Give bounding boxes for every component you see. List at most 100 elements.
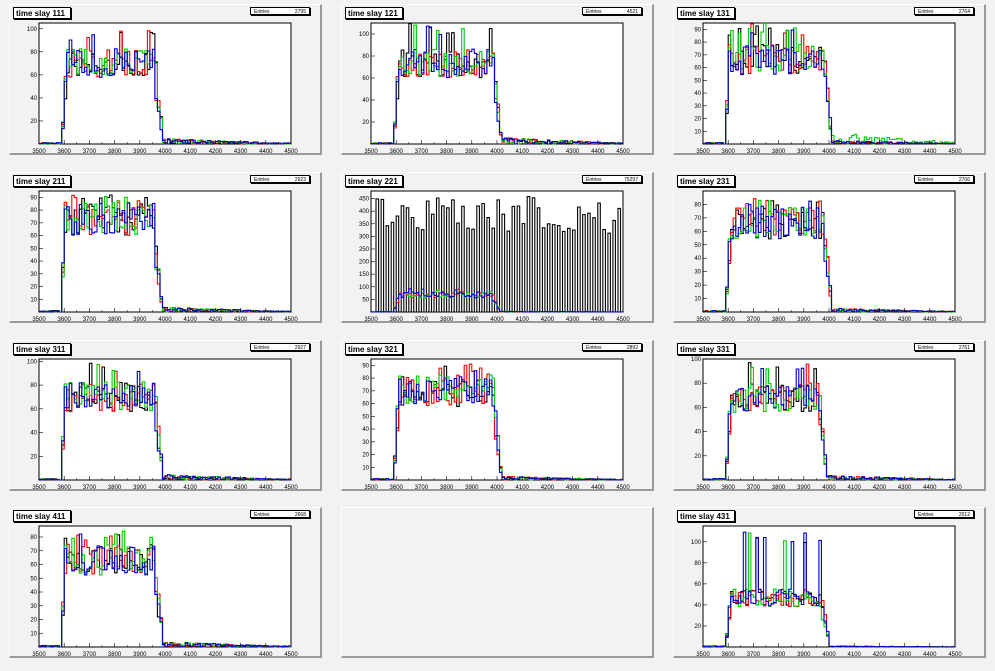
plot-frame (38, 190, 292, 313)
stats-value: 75297 (624, 177, 638, 183)
y-tick-label: 60 (694, 405, 701, 411)
x-tick-label: 4200 (541, 485, 555, 491)
stats-box: Entries 2923 (250, 175, 310, 183)
histogram-plot: 3500 3600 3700 3800 3900 4000 4100 4200 4300 4400… (691, 357, 962, 491)
x-tick-label: 4500 (948, 149, 962, 155)
x-tick-label: 3600 (390, 149, 404, 155)
y-tick-label: 100 (359, 32, 370, 38)
x-tick-label: 4100 (516, 317, 530, 323)
x-tick-label: 3800 (440, 485, 454, 491)
x-tick-label: 3700 (747, 485, 761, 491)
y-tick-label: 300 (359, 234, 370, 240)
x-tick-label: 3800 (108, 652, 122, 658)
pad-title: time slay 131 (677, 7, 735, 19)
y-tick-label: 100 (27, 359, 38, 365)
stats-label: Entries (254, 512, 270, 518)
x-tick-label: 3900 (797, 485, 811, 491)
y-tick-label: 40 (30, 431, 37, 437)
histogram-plot: 3500 3600 3700 3800 3900 4000 4100 4200 4300 4400… (694, 190, 962, 323)
y-tick-label: 80 (694, 40, 701, 46)
stats-value: 2764 (958, 9, 970, 15)
y-tick-label: 50 (30, 576, 37, 582)
x-tick-label: 4300 (898, 485, 912, 491)
x-tick-label: 3600 (722, 317, 736, 323)
y-tick-label: 30 (694, 104, 701, 110)
histogram-series (702, 200, 955, 313)
x-tick-label: 4000 (822, 652, 836, 658)
x-tick-label: 3800 (108, 149, 122, 155)
histogram-pad-331: time slay 331 Entries 2761 3500 3600 3700 38… (673, 340, 986, 491)
stats-value: 2012 (958, 512, 970, 518)
histogram-series (702, 22, 955, 145)
x-tick-label: 3900 (465, 317, 479, 323)
y-tick-label: 450 (359, 197, 370, 203)
x-tick-label: 4400 (923, 652, 937, 658)
y-tick-label: 40 (694, 91, 701, 97)
x-tick-label: 4500 (284, 149, 298, 155)
x-tick-label: 4100 (184, 485, 198, 491)
x-tick-label: 4000 (822, 149, 836, 155)
plot-frame (38, 22, 292, 145)
y-tick-label: 50 (694, 78, 701, 84)
histogram-series (38, 202, 291, 313)
x-tick-label: 3800 (440, 149, 454, 155)
x-tick-label: 4400 (923, 317, 937, 323)
x-tick-label: 3500 (32, 317, 46, 323)
histogram-plot: 3500 3600 3700 3800 3900 4000 4100 4200 4300 4400… (27, 358, 298, 491)
x-tick-label: 4500 (948, 485, 962, 491)
y-tick-label: 20 (362, 120, 369, 126)
histogram-pad-311: time slay 311 Entries 2927 3500 3600 3700 38… (9, 340, 322, 491)
x-tick-label: 4500 (284, 485, 298, 491)
x-tick-label: 4000 (158, 652, 172, 658)
x-tick-label: 4200 (209, 485, 223, 491)
stats-label: Entries (254, 345, 270, 351)
histogram-plot: 3500 3600 3700 3800 3900 4000 4100 4200 4300 4400… (30, 525, 298, 658)
y-tick-label: 50 (362, 297, 369, 303)
y-tick-label: 20 (694, 117, 701, 123)
x-tick-label: 4100 (516, 149, 530, 155)
stats-label: Entries (918, 9, 934, 15)
x-tick-label: 3900 (797, 652, 811, 658)
histogram-pad-431: time slay 431 Entries 2012 3500 3600 3700 38… (673, 507, 986, 658)
histogram-pad-131: time slay 131 Entries 2764 3500 3600 3700 38… (673, 4, 986, 155)
x-tick-label: 4100 (516, 485, 530, 491)
y-tick-label: 90 (694, 27, 701, 33)
x-tick-label: 3500 (364, 317, 378, 323)
y-tick-label: 60 (30, 234, 37, 240)
pad-title: time slay 211 (13, 175, 71, 187)
stats-box: Entries 2764 (914, 7, 974, 15)
histogram-pad-321: time slay 321 Entries 2892 3500 3600 3700 38… (341, 340, 654, 491)
stats-label: Entries (586, 177, 602, 183)
y-tick-label: 10 (30, 631, 37, 637)
stats-label: Entries (586, 9, 602, 15)
x-tick-label: 3700 (747, 149, 761, 155)
y-tick-label: 80 (694, 202, 701, 208)
y-tick-label: 80 (694, 381, 701, 387)
x-tick-label: 3900 (133, 485, 147, 491)
x-tick-label: 4400 (591, 149, 605, 155)
y-tick-label: 100 (691, 540, 702, 546)
y-tick-label: 30 (694, 270, 701, 276)
x-tick-label: 4300 (566, 149, 580, 155)
x-tick-label: 3900 (797, 317, 811, 323)
pad-title: time slay 231 (677, 175, 735, 187)
stats-value: 2795 (294, 9, 306, 15)
pad-title: time slay 431 (677, 510, 735, 522)
x-tick-label: 3900 (797, 149, 811, 155)
x-tick-label: 3500 (696, 485, 710, 491)
histogram-plot: 3500 3600 3700 3800 3900 4000 4100 4200 4300 4400… (694, 22, 962, 155)
x-tick-label: 4300 (566, 485, 580, 491)
y-tick-label: 40 (30, 590, 37, 596)
stats-label: Entries (254, 177, 270, 183)
x-tick-label: 4100 (184, 149, 198, 155)
x-tick-label: 3600 (58, 485, 72, 491)
y-tick-label: 40 (362, 427, 369, 433)
histogram-series (702, 29, 955, 145)
histogram-plot: 3500 3600 3700 3800 3900 4000 4100 4200 4300 4400… (27, 22, 298, 155)
x-tick-label: 3800 (772, 149, 786, 155)
y-tick-label: 40 (30, 96, 37, 102)
x-tick-label: 4500 (284, 652, 298, 658)
stats-box: Entries 4521 (582, 7, 642, 15)
x-tick-label: 4200 (209, 652, 223, 658)
x-tick-label: 4200 (873, 485, 887, 491)
